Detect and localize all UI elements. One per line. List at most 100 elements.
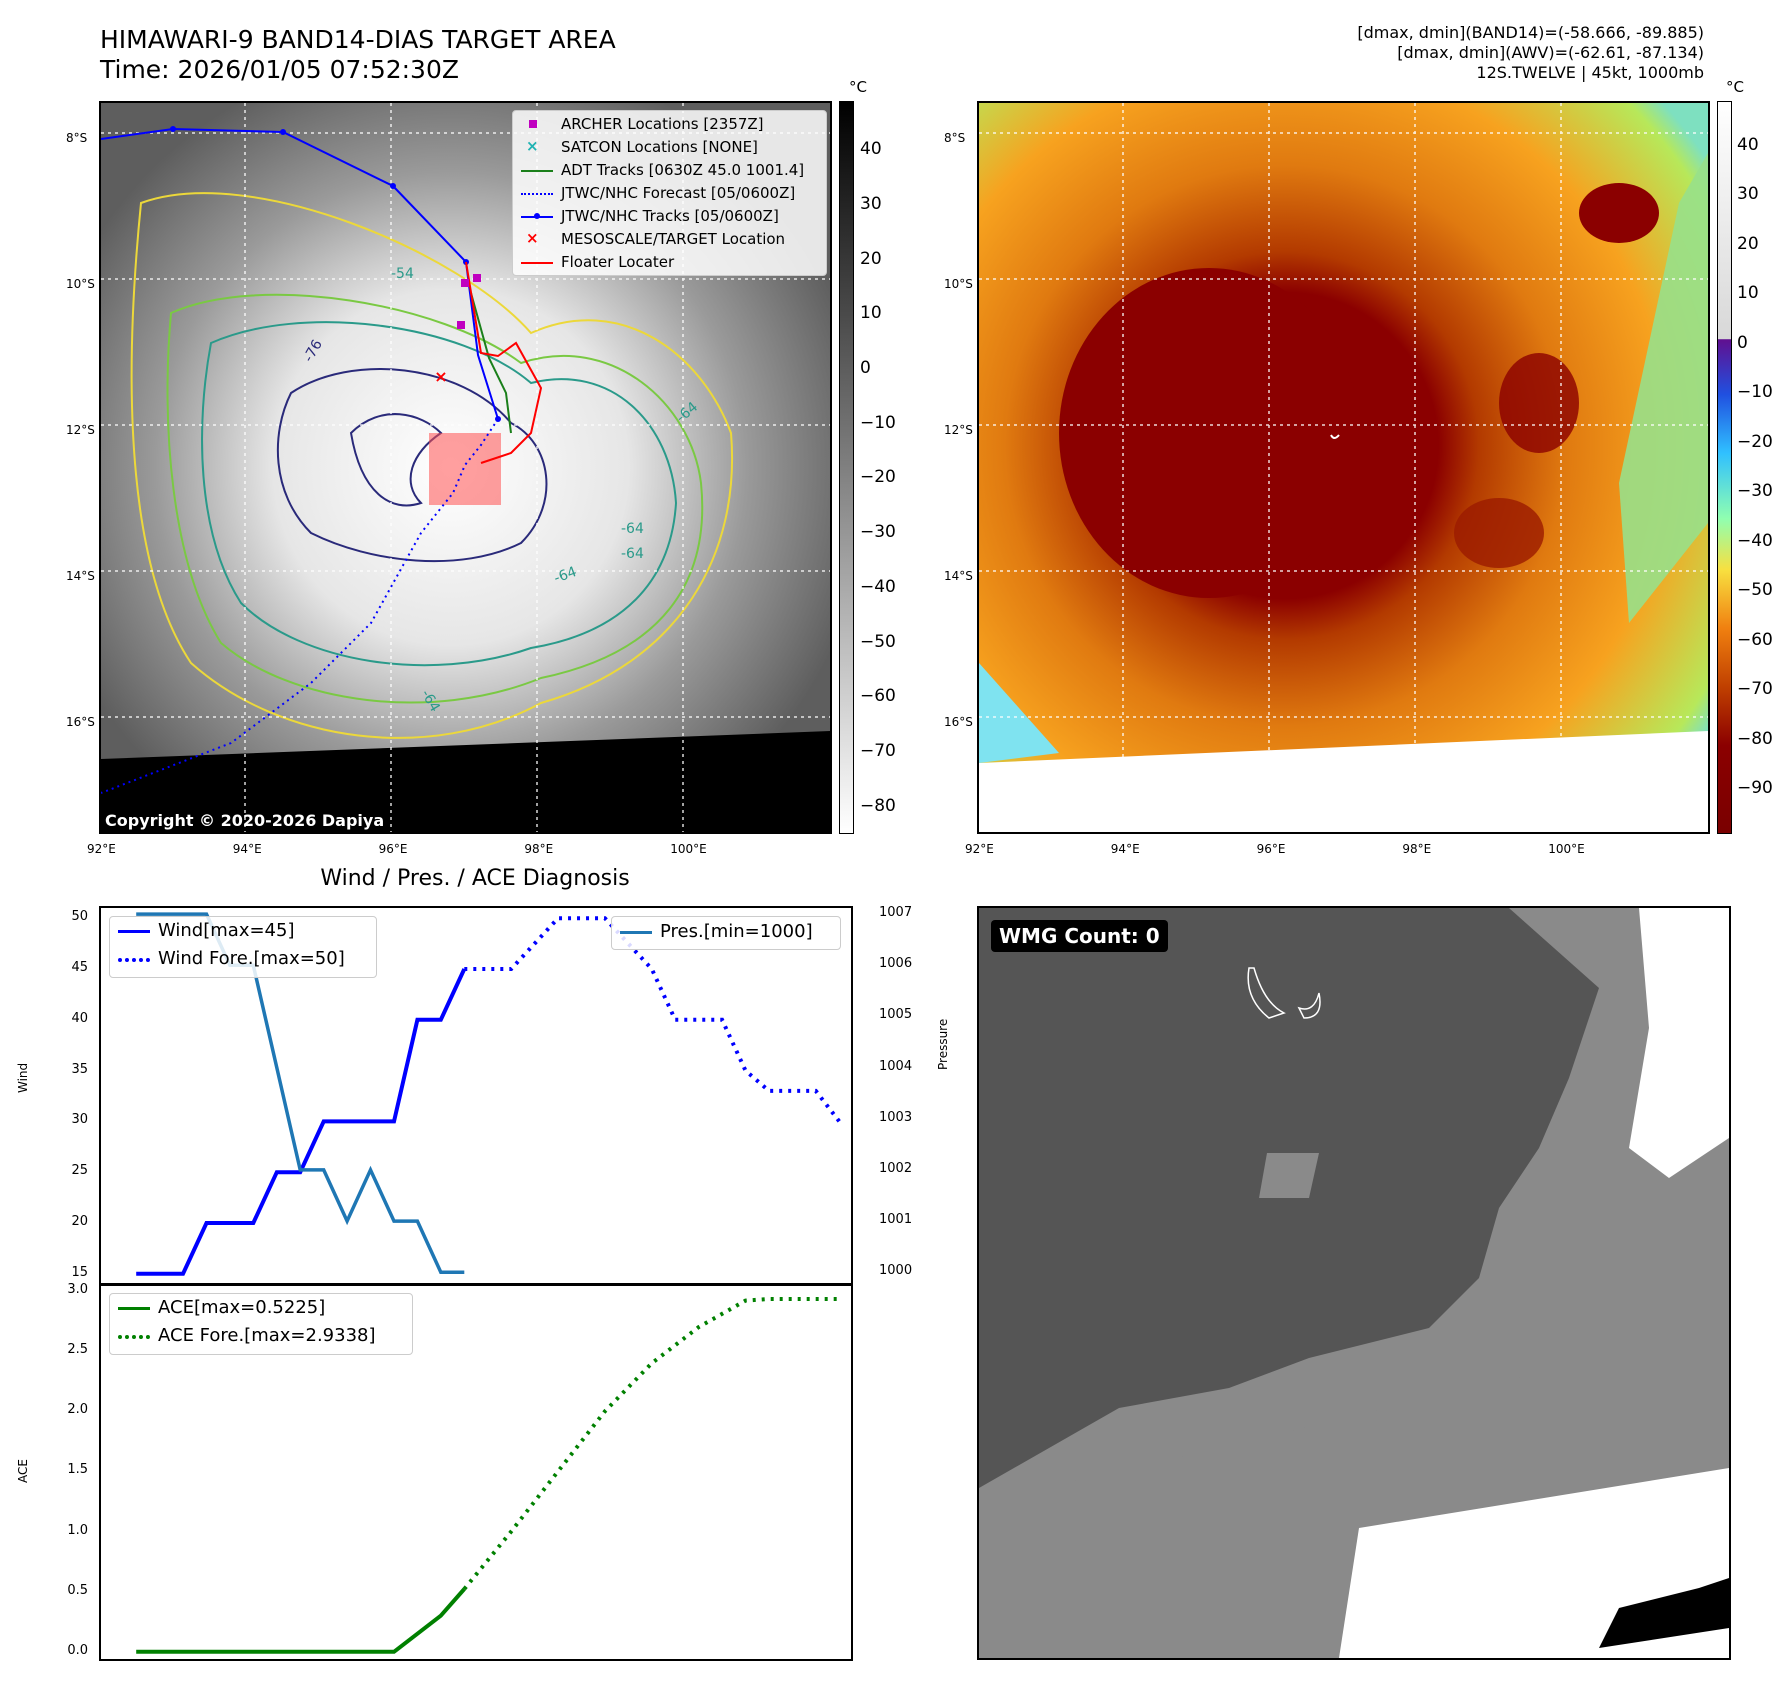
legend-item-wind-forecast: Wind Fore.[max=50] — [110, 945, 376, 973]
lon-tick-label: 92°E — [965, 842, 994, 856]
wmg-count-badge: WMG Count: 0 — [991, 920, 1168, 952]
series-line-ace-fore- — [462, 1297, 840, 1591]
diag-title: Wind / Pres. / ACE Diagnosis — [320, 866, 630, 891]
map2-panel — [977, 101, 1710, 834]
wind-legend: Wind[max=45] Wind Fore.[max=50] — [109, 916, 377, 978]
legend-item-floater: Floater Locater — [513, 251, 826, 274]
ace-tick-label: 1.0 — [67, 1522, 88, 1538]
wmg-panel: WMG Count: 0 — [977, 906, 1731, 1660]
lat-tick-label: 14°S — [66, 568, 95, 583]
lon-tick-label: 92°E — [87, 842, 116, 856]
lat-tick-label: 10°S — [944, 277, 973, 292]
colorbar-tick-label: −50 — [1737, 580, 1773, 601]
legend-item-forecast: JTWC/NHC Forecast [05/0600Z] — [513, 182, 826, 205]
pressure-tick-label: 1005 — [879, 1007, 913, 1023]
map2-image — [979, 103, 1708, 832]
wind-tick-label: 20 — [71, 1214, 88, 1230]
colorbar-tick-label: −10 — [860, 412, 896, 433]
lon-tick-label: 98°E — [1402, 842, 1432, 856]
lon-tick-label: 98°E — [524, 842, 554, 856]
colorbar-tick-label: −90 — [1737, 778, 1773, 799]
pressure-tick-label: 1006 — [879, 956, 913, 972]
legend-item-wind: Wind[max=45] — [110, 917, 376, 945]
pres-legend: Pres.[min=1000] — [611, 916, 841, 950]
map2-storm-info: 12S.TWELVE | 45kt, 1000mb — [1476, 63, 1704, 82]
pressure-tick-label: 1007 — [879, 905, 913, 921]
ace-tick-label: 3.0 — [67, 1282, 88, 1297]
pressure-tick-label: 1003 — [879, 1109, 913, 1125]
legend-item-ace: ACE[max=0.5225] — [110, 1294, 412, 1322]
colorbar-tick-label: −20 — [1737, 431, 1773, 452]
colorbar-tick-label: −70 — [1737, 679, 1773, 700]
colorbar-tick-label: 20 — [860, 248, 882, 269]
colorbar-tick-label: −40 — [1737, 530, 1773, 551]
map1-time: Time: 2026/01/05 07:52:30Z — [100, 55, 459, 84]
ace-tick-label: 0.5 — [67, 1582, 88, 1598]
ace-tick-label: 2.0 — [67, 1402, 88, 1418]
wind-panel: Wind[max=45] Wind Fore.[max=50] Pres.[mi… — [99, 906, 853, 1286]
colorbar-tick-label: −50 — [860, 631, 896, 652]
colorbar-tick-label: −60 — [860, 686, 896, 707]
wind-tick-label: 15 — [71, 1264, 88, 1280]
wind-tick-label: 45 — [71, 959, 88, 975]
colorbar-tick-label: −80 — [1737, 728, 1773, 749]
colorbar-tick-label: −70 — [860, 740, 896, 761]
legend-item-mesoscale: × MESOSCALE/TARGET Location — [526, 229, 786, 248]
colorbar-tick-label: 0 — [860, 358, 871, 379]
colorbar-tick-label: 30 — [1737, 184, 1759, 205]
ace-panel: ACE[max=0.5225] ACE Fore.[max=2.9338] — [99, 1283, 853, 1661]
colorbar-tick-label: 40 — [1737, 134, 1759, 155]
ace-tick-label: 0.0 — [67, 1642, 88, 1658]
lat-tick-label: 12°S — [66, 423, 95, 438]
colorbar-tick-label: −60 — [1737, 629, 1773, 650]
map1-panel: × -76 -64 -64 -64 -64 -64 -54 Copyright … — [99, 101, 832, 834]
legend-item-pressure: Pres.[min=1000] — [612, 917, 840, 945]
lat-tick-label: 12°S — [944, 423, 973, 438]
map2-dmax-band14: [dmax, dmin](BAND14)=(-58.666, -89.885) — [1357, 23, 1704, 42]
legend-item-ace-forecast: ACE Fore.[max=2.9338] — [110, 1322, 412, 1350]
pressure-tick-label: 1000 — [879, 1263, 913, 1279]
ace-tick-label: 1.5 — [67, 1462, 88, 1478]
colorbar-tick-label: 0 — [1737, 332, 1748, 353]
lon-tick-label: 94°E — [1110, 842, 1140, 856]
legend-item-satcon: × SATCON Locations [NONE] — [526, 137, 758, 156]
wind-chart — [136, 912, 841, 1276]
lat-tick-label: 16°S — [944, 714, 973, 729]
lat-tick-label: 8°S — [66, 131, 88, 146]
series-line-wind — [136, 968, 467, 1276]
map1-title: HIMAWARI-9 BAND14-DIAS TARGET AREA — [100, 25, 616, 54]
map2-dmax-awv: [dmax, dmin](AWV)=(-62.61, -87.134) — [1397, 43, 1704, 62]
pressure-tick-label: 1004 — [879, 1058, 913, 1074]
map1-cbar-unit: °C — [849, 78, 867, 96]
lat-tick-label: 8°S — [944, 131, 966, 146]
ace-ylabel: ACE — [16, 1459, 30, 1483]
series-line-pres- — [136, 912, 465, 1274]
ace-tick-label: 2.5 — [67, 1342, 88, 1358]
colorbar-tick-label: 40 — [860, 139, 882, 160]
series-line-ace — [136, 1587, 466, 1654]
target-marker-icon: × — [434, 367, 447, 386]
wind-tick-label: 35 — [71, 1061, 88, 1077]
map2-cbar-unit: °C — [1726, 78, 1744, 96]
colorbar-tick-label: 10 — [860, 303, 882, 324]
map1-colorbar — [839, 101, 854, 834]
wind-ylabel: Wind — [16, 1062, 30, 1093]
lat-tick-label: 16°S — [66, 714, 95, 729]
pressure-ylabel: Pressure — [936, 1018, 950, 1070]
ace-chart — [136, 1297, 840, 1654]
colorbar-tick-label: 30 — [860, 193, 882, 214]
contour-label: -64 — [621, 521, 644, 537]
copyright-text: Copyright © 2020-2026 Dapiya — [105, 811, 384, 830]
wind-tick-label: 30 — [71, 1112, 88, 1128]
colorbar-tick-label: −20 — [860, 467, 896, 488]
legend-item-archer: ARCHER Locations [2357Z] — [513, 113, 826, 136]
contour-label: -64 — [552, 564, 579, 587]
contour-label: -64 — [621, 546, 644, 562]
lat-tick-label: 10°S — [66, 277, 95, 292]
pressure-tick-label: 1002 — [879, 1160, 913, 1176]
colorbar-tick-label: −10 — [1737, 382, 1773, 403]
wind-tick-label: 25 — [71, 1163, 88, 1179]
ace-legend: ACE[max=0.5225] ACE Fore.[max=2.9338] — [109, 1293, 413, 1355]
lat-tick-label: 14°S — [944, 568, 973, 583]
wmg-image — [979, 908, 1729, 1658]
